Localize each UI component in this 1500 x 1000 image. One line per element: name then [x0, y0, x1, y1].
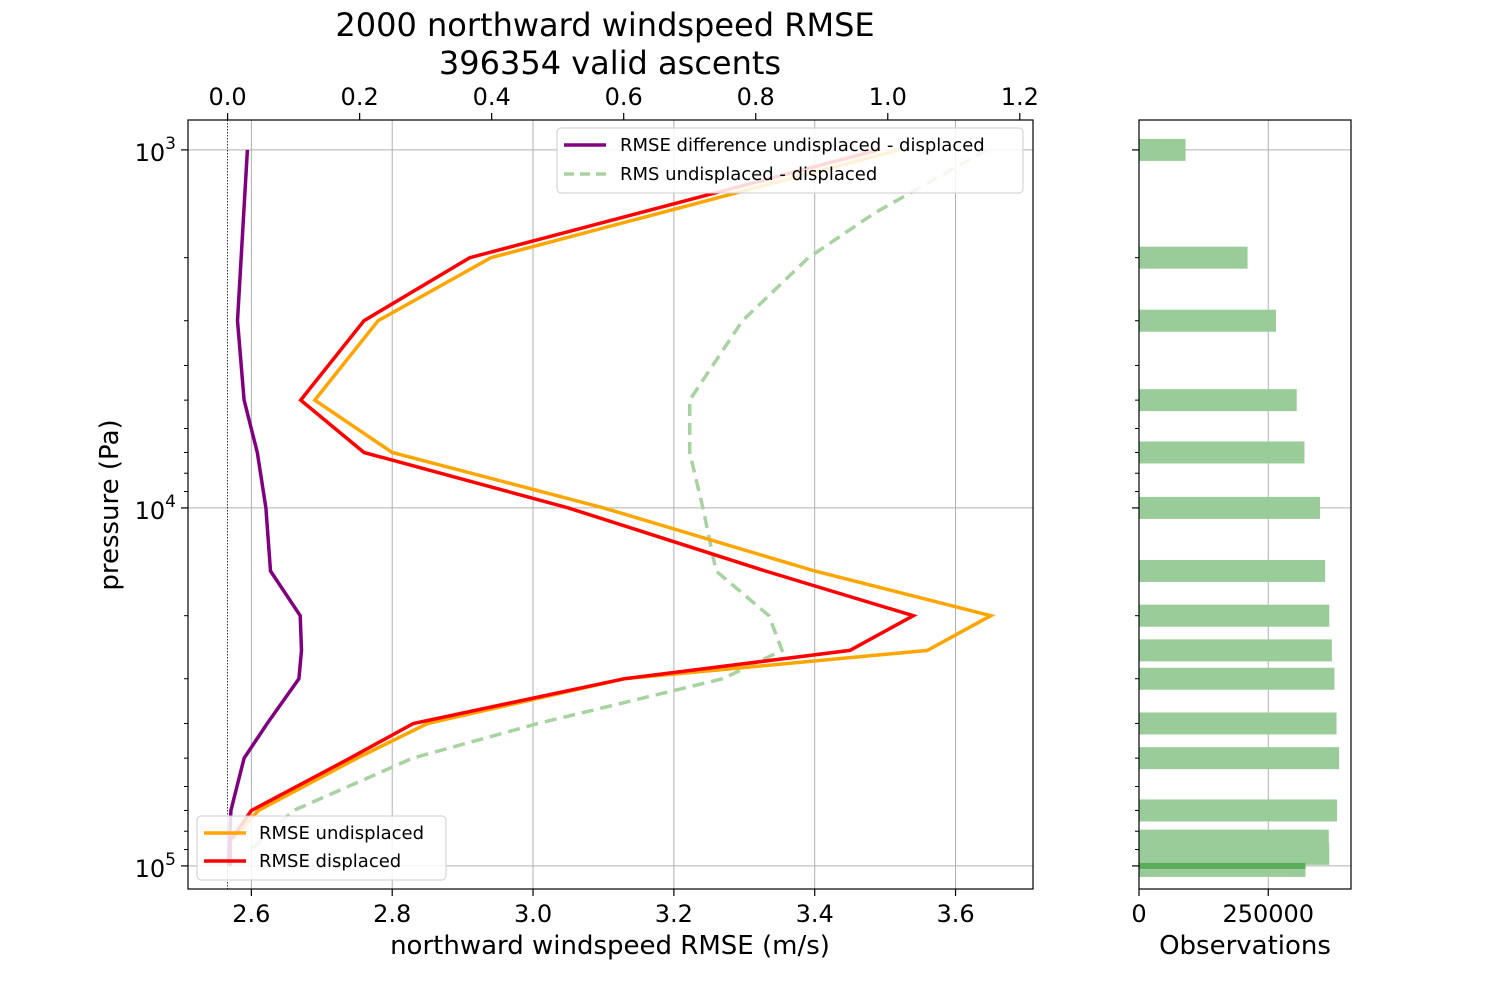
series-line-rms-undisplaced-displaced	[246, 148, 988, 856]
observation-bar	[1139, 747, 1340, 770]
observations-axis-label: Observations	[1159, 931, 1331, 961]
observation-bar	[1139, 441, 1305, 464]
top-x-tick-label: 1.2	[1001, 83, 1039, 111]
x-tick-label: 3.6	[936, 900, 974, 928]
chart-title: 2000 northward windspeed RMSE	[335, 6, 874, 44]
legend-label-displaced: RMSE displaced	[259, 851, 401, 872]
x-tick-label: 3.2	[655, 900, 693, 928]
legend-label-difference: RMSE difference undisplaced - displaced	[620, 135, 985, 156]
observation-bar-overlap	[1139, 862, 1306, 869]
observation-bar	[1139, 667, 1335, 690]
x-tick-label: 3.0	[514, 900, 552, 928]
y-tick-label: 104	[135, 492, 176, 525]
main-plot-frame	[187, 119, 1034, 890]
side-x-tick-label: 0	[1131, 900, 1146, 928]
observation-bar	[1139, 639, 1332, 662]
top-x-tick-label: 0.8	[737, 83, 775, 111]
legend-top-right: RMSE difference undisplaced - displaced …	[556, 127, 1024, 194]
observation-bar	[1139, 559, 1326, 582]
observation-bar	[1139, 712, 1337, 735]
side-x-tick-label: 250000	[1222, 900, 1314, 928]
x-tick-label: 3.4	[796, 900, 834, 928]
legend-bottom-box	[196, 815, 447, 881]
top-x-tick-label: 0.4	[473, 83, 511, 111]
side-plot-axes: 0 250000	[1131, 149, 1314, 928]
legend-label-undisplaced: RMSE undisplaced	[259, 823, 424, 844]
observation-bar	[1139, 604, 1330, 627]
legend-label-rms: RMS undisplaced - displaced	[620, 164, 877, 185]
main-plot-axes: 2.6 2.8 3.0 3.2 3.4 3.6 0.0 0.2 0.4 0.6 0.8 1.0 1.2 1…	[135, 83, 1039, 928]
chart-subtitle: 396354 valid ascents	[439, 44, 781, 82]
y-tick-label: 103	[135, 134, 176, 167]
x-tick-label: 2.6	[232, 900, 270, 928]
x-axis-label: northward windspeed RMSE (m/s)	[390, 931, 830, 961]
top-x-tick-label: 1.0	[869, 83, 907, 111]
top-x-tick-label: 0.2	[341, 83, 379, 111]
y-axis-label: pressure (Pa)	[95, 419, 125, 590]
top-x-tick-label: 0.0	[209, 83, 247, 111]
observation-bar	[1139, 389, 1297, 412]
side-plot-frame	[1138, 119, 1352, 890]
x-tick-label: 2.8	[373, 900, 411, 928]
legend-top-box	[556, 127, 1024, 194]
y-tick-label: 105	[135, 850, 176, 883]
observation-bar	[1139, 496, 1320, 519]
observation-bar	[1139, 138, 1186, 161]
side-plot-bars	[1139, 138, 1340, 877]
main-plot-grid	[188, 120, 1033, 889]
observation-bar	[1139, 246, 1248, 269]
legend-bottom-left: RMSE undisplaced RMSE displaced	[196, 815, 447, 881]
observation-bar	[1139, 309, 1277, 332]
top-x-tick-label: 0.6	[605, 83, 643, 111]
observation-bar	[1139, 799, 1338, 822]
